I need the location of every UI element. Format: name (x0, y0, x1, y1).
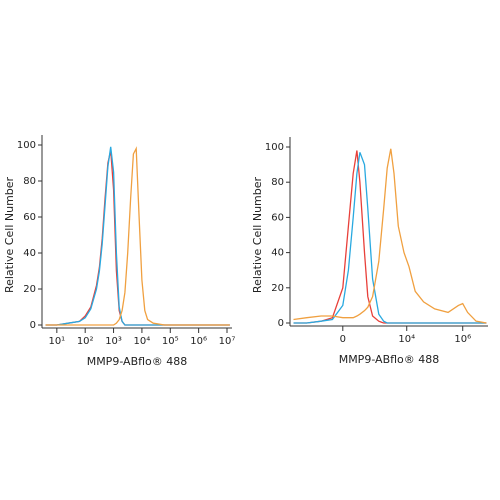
y-tick-label: 100 (17, 140, 36, 151)
x-tick-label: 10⁵ (162, 336, 179, 347)
series-line (45, 146, 230, 326)
series-line (293, 152, 487, 324)
x-tick-label: 10⁷ (219, 336, 236, 347)
y-tick-label: 100 (265, 142, 284, 153)
y-tick-label: 40 (23, 248, 36, 259)
y-axis-label: Relative Cell Number (3, 176, 16, 293)
series-line (293, 148, 487, 324)
y-tick-label: 20 (271, 283, 284, 294)
y-tick-label: 80 (271, 177, 284, 188)
y-tick-label: 60 (23, 212, 36, 223)
x-tick-label: 10² (77, 336, 94, 347)
y-axis-label: Relative Cell Number (251, 176, 264, 293)
x-tick-label: 10⁴ (398, 334, 415, 345)
y-tick-label: 80 (23, 176, 36, 187)
x-tick-label: 10³ (105, 336, 122, 347)
x-axis-label: MMP9-ABflo® 488 (339, 353, 440, 366)
x-tick-label: 10⁴ (134, 336, 151, 347)
y-tick-label: 60 (271, 212, 284, 223)
y-tick-label: 20 (23, 284, 36, 295)
x-tick-label: 0 (340, 334, 346, 345)
y-tick-label: 0 (278, 318, 284, 329)
x-tick-label: 10¹ (48, 336, 65, 347)
y-tick-label: 0 (30, 320, 36, 331)
x-tick-label: 10⁶ (190, 336, 207, 347)
series-line (293, 150, 487, 324)
x-axis-label: MMP9-ABflo® 488 (87, 355, 188, 368)
y-tick-label: 40 (271, 248, 284, 259)
x-tick-label: 10⁶ (454, 334, 471, 345)
